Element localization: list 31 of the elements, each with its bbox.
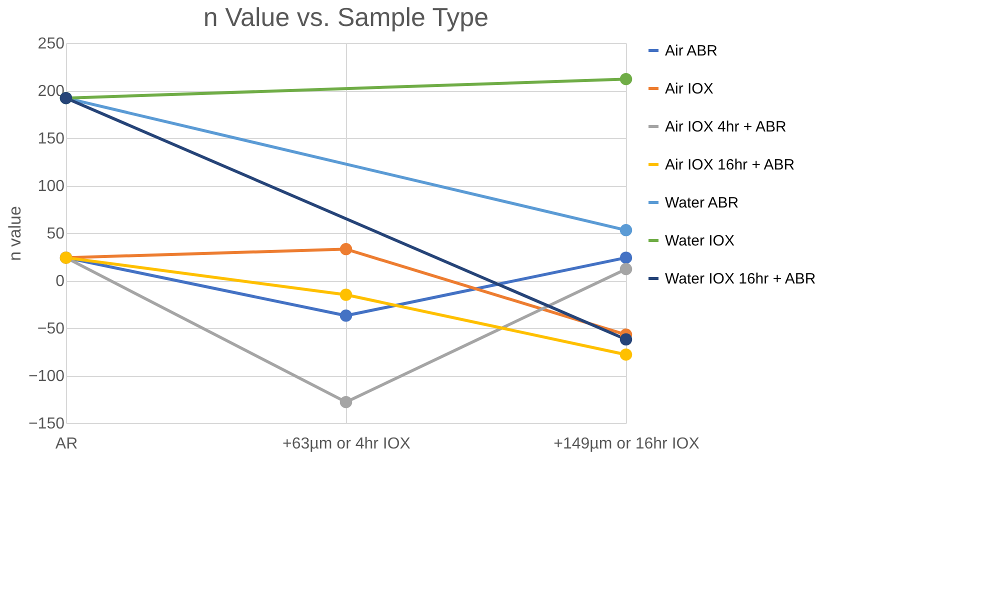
- point: [620, 224, 632, 236]
- point: [620, 252, 632, 264]
- y-tick-label: −150: [28, 416, 65, 432]
- legend-label: Water IOX: [665, 232, 734, 250]
- legend-label: Air IOX: [665, 80, 714, 98]
- legend-label: Air ABR: [665, 42, 718, 60]
- point: [620, 348, 632, 361]
- y-tick-label: −50: [37, 320, 65, 338]
- point: [340, 310, 352, 322]
- y-tick-label: 100: [38, 178, 65, 195]
- point: [340, 243, 352, 256]
- point: [620, 262, 632, 276]
- x-tick-label: AR: [55, 436, 78, 452]
- point: [620, 333, 632, 346]
- y-tick-label: 250: [38, 36, 65, 52]
- point: [340, 288, 352, 301]
- chart-title: n Value vs. Sample Type: [203, 2, 489, 32]
- y-axis-title: n value: [5, 206, 24, 261]
- y-tick-label: −100: [28, 368, 65, 385]
- y-tick-label: 200: [38, 83, 65, 100]
- y-tick-label: 50: [46, 226, 65, 242]
- legend-label: Air IOX 16hr + ABR: [665, 156, 795, 174]
- point: [620, 72, 632, 86]
- y-tick-label: 150: [38, 130, 65, 148]
- point: [340, 396, 352, 408]
- legend-label: Air IOX 4hr + ABR: [665, 118, 786, 136]
- legend-label: Water IOX 16hr + ABR: [665, 270, 816, 288]
- x-tick-label: +149µm or 16hr IOX: [554, 436, 700, 452]
- legend-label: Water ABR: [665, 194, 739, 212]
- x-tick-label: +63µm or 4hr IOX: [282, 436, 411, 452]
- y-tick-label: 0: [56, 273, 65, 290]
